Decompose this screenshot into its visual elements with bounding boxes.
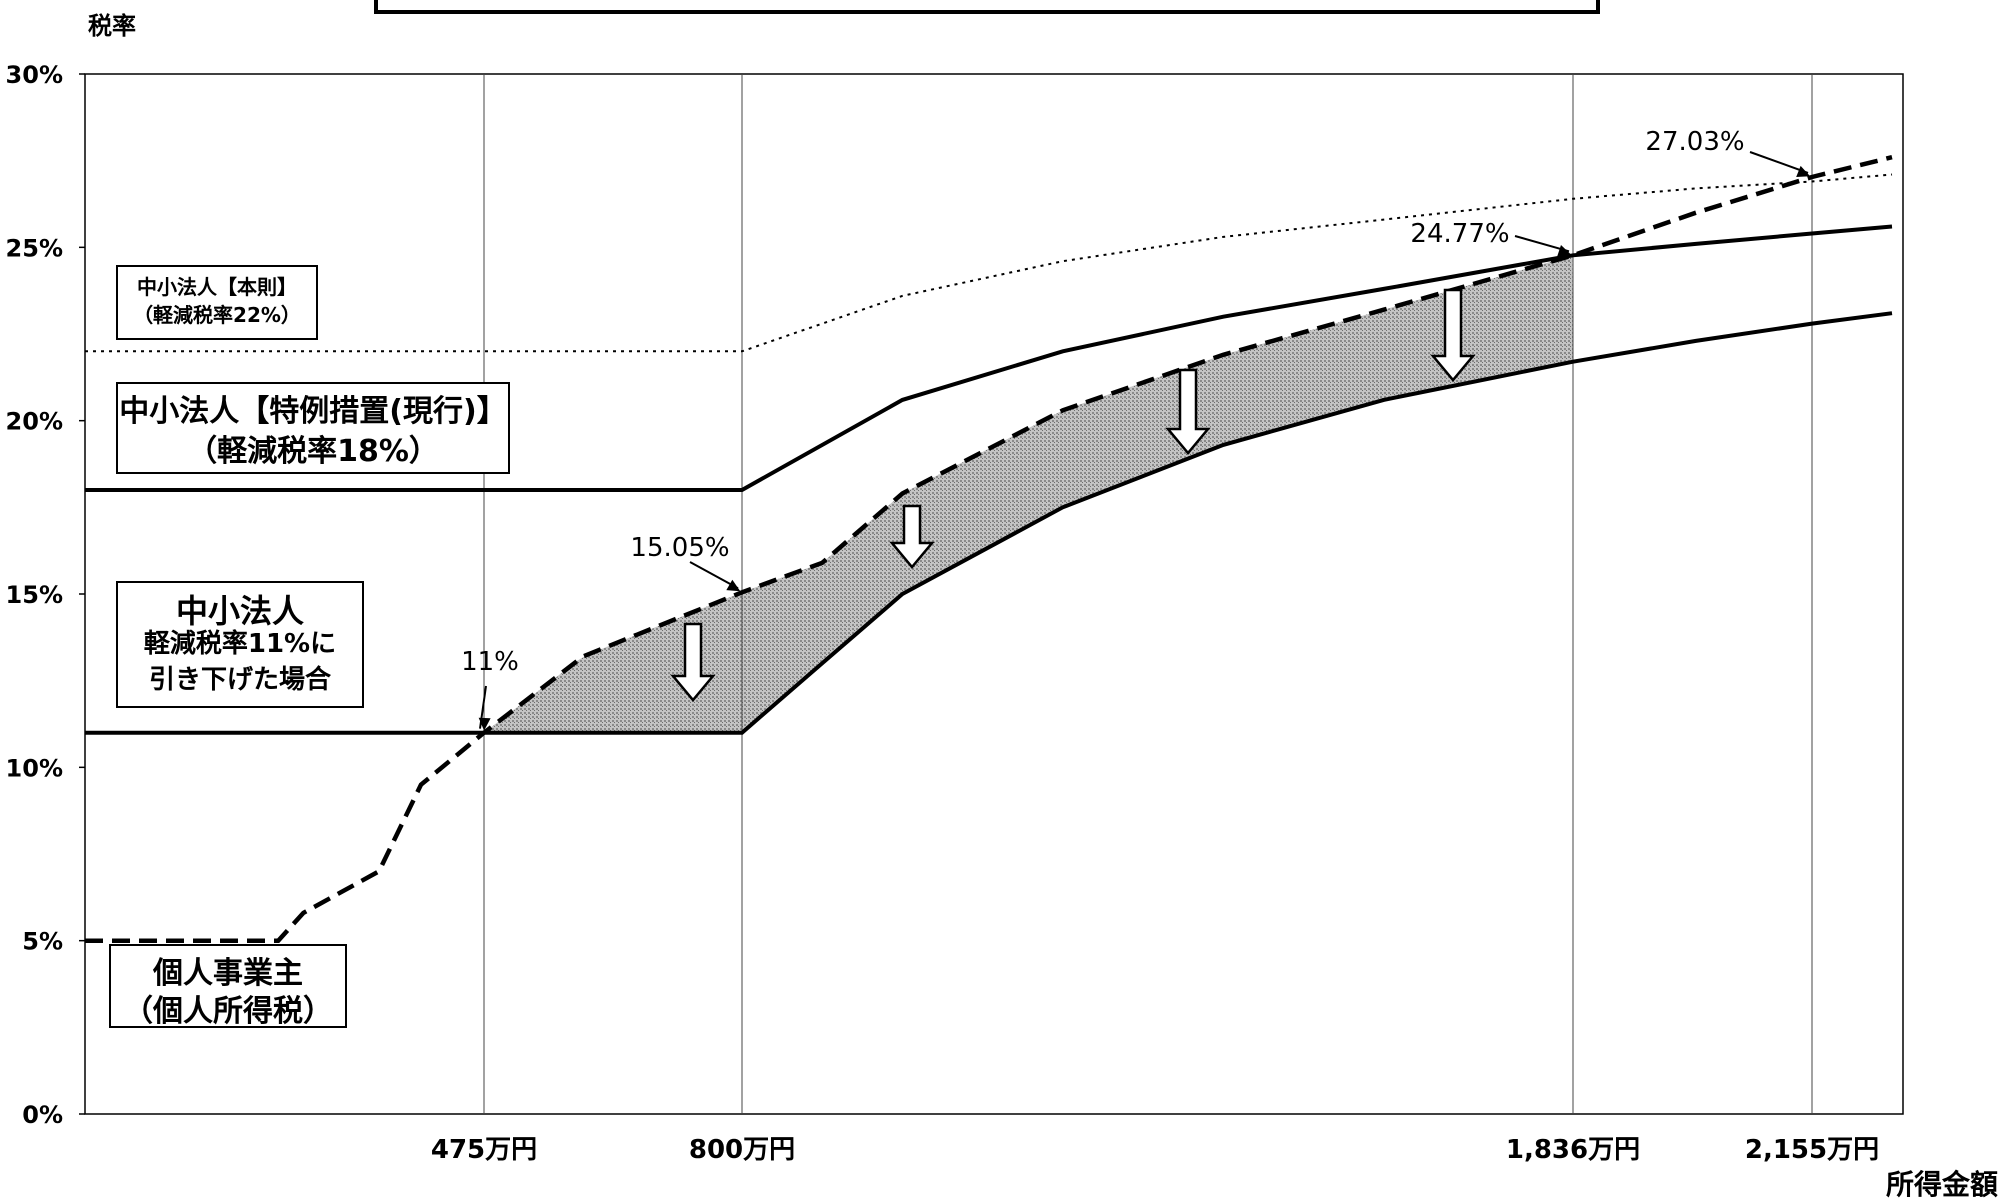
down-arrow-1	[889, 504, 935, 569]
annotation-arrowhead	[478, 717, 491, 731]
reduction-shaded-region	[484, 255, 1573, 733]
reference-lines	[483, 74, 1813, 1114]
annotation-arrowhead	[1796, 165, 1811, 178]
series-label-text: 軽減税率11%に	[144, 628, 336, 659]
down-arrow-0	[670, 622, 716, 702]
series-line-0	[85, 173, 1893, 353]
series-label-box	[116, 382, 510, 474]
reduction-arrows	[670, 288, 1476, 702]
series-label-box	[116, 581, 364, 708]
y-tick-label: 0%	[22, 1101, 63, 1129]
series-label-text: （軽減税率18%）	[187, 434, 439, 469]
annotation-arrowhead	[1557, 245, 1572, 257]
series-lines	[85, 155, 1893, 943]
series-label-text: （個人所得税）	[123, 994, 333, 1029]
y-tick-label: 10%	[6, 754, 63, 782]
top-banner-box	[374, 0, 1600, 14]
series-label-text: 中小法人【特例措置(現行)】	[119, 394, 506, 429]
down-arrow-2	[1165, 368, 1211, 455]
x-tick-label: 2,155万円	[1745, 1135, 1879, 1165]
series-label-text: 中小法人	[176, 592, 304, 630]
x-tick-label: 800万円	[689, 1135, 795, 1165]
value-annotations: 11% 15.05% 24.77% 27.03%	[461, 127, 1811, 731]
series-label-text: 個人事業主	[152, 956, 303, 991]
series-labels: 中小法人【本則】 （軽減税率22%） 中小法人【特例措置(現行)】 （軽減税率18%）…	[109, 265, 510, 1029]
series-label-box	[109, 944, 347, 1028]
axis-ticks: 0% 5% 10% 15% 20% 25% 30% 475万円 800万円 1,836万円 2,15…	[6, 61, 1880, 1165]
y-tick-label: 20%	[6, 408, 63, 436]
x-tick-label: 1,836万円	[1506, 1135, 1640, 1165]
series-label-text: 引き下げた場合	[149, 664, 332, 695]
series-line-1	[85, 224, 1893, 492]
y-tick-label: 5%	[22, 928, 63, 956]
annotation-pointer	[1749, 151, 1809, 174]
series-label-text: 中小法人【本則】	[137, 275, 297, 299]
annotation-label: 27.03%	[1645, 127, 1744, 157]
y-tick-label: 30%	[6, 61, 63, 89]
x-axis-label: 所得金額	[1886, 1168, 1998, 1200]
x-tick-label: 475万円	[431, 1135, 537, 1165]
series-line-2	[85, 311, 1893, 735]
series-label-text: （軽減税率22%）	[133, 303, 301, 327]
y-tick-label: 15%	[6, 581, 63, 609]
shaded-area	[484, 255, 1573, 733]
annotation-label: 24.77%	[1410, 219, 1509, 249]
series-line-3	[85, 155, 1893, 943]
down-arrow-3	[1430, 288, 1476, 382]
y-tick-label: 25%	[6, 234, 63, 262]
y-axis-label: 税率	[88, 12, 136, 40]
annotation-arrowhead	[726, 579, 741, 592]
series-label-box	[116, 265, 318, 340]
annotation-label: 11%	[461, 647, 519, 677]
annotation-label: 15.05%	[630, 533, 729, 563]
